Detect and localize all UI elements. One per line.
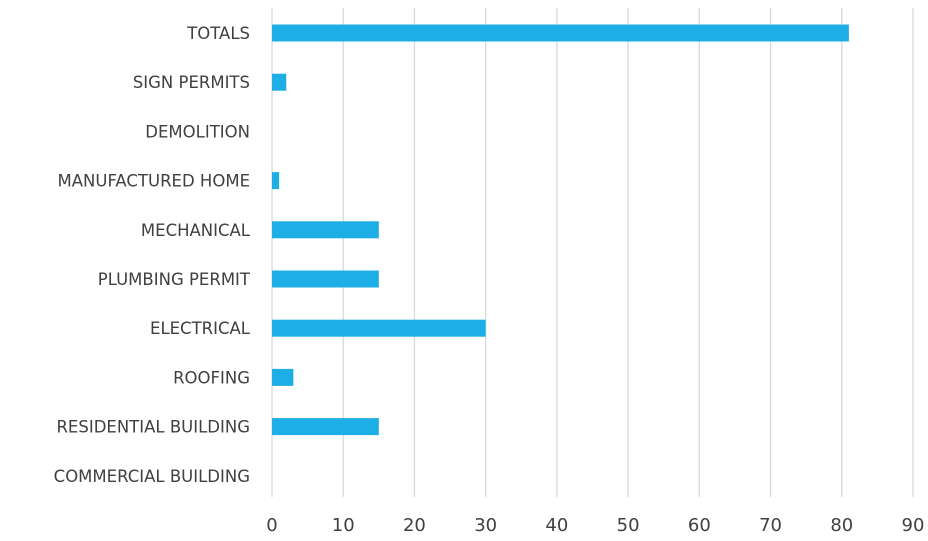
x-tick-label: 0 <box>266 515 277 536</box>
x-tick-label: 30 <box>474 515 497 536</box>
bar <box>272 319 486 337</box>
gridlines <box>271 8 914 497</box>
bars <box>272 24 849 436</box>
x-tick-label: 40 <box>545 515 568 536</box>
bar <box>272 24 849 42</box>
category-label: RESIDENTIAL BUILDING <box>56 418 250 437</box>
x-tick-label: 10 <box>332 515 355 536</box>
bar <box>272 418 379 436</box>
category-label: MECHANICAL <box>141 221 251 240</box>
x-tick-label: 60 <box>688 515 711 536</box>
x-tick-label: 80 <box>830 515 853 536</box>
category-label: DEMOLITION <box>145 122 250 141</box>
category-label: COMMERCIAL BUILDING <box>54 467 250 486</box>
bar <box>272 368 294 386</box>
category-label: TOTALS <box>186 24 250 43</box>
x-axis-ticks: 0 10 20 30 40 50 60 70 80 90 <box>266 515 924 536</box>
x-tick-label: 70 <box>759 515 782 536</box>
category-label: MANUFACTURED HOME <box>58 172 251 191</box>
bar <box>272 172 280 190</box>
category-label: PLUMBING PERMIT <box>98 270 251 289</box>
x-tick-label: 90 <box>902 515 925 536</box>
bar <box>272 221 379 239</box>
x-tick-label: 20 <box>403 515 426 536</box>
bar <box>272 73 287 91</box>
category-label: ROOFING <box>173 368 250 387</box>
category-label: ELECTRICAL <box>150 319 251 338</box>
category-label: SIGN PERMITS <box>133 73 250 92</box>
x-tick-label: 50 <box>617 515 640 536</box>
category-labels: TOTALS SIGN PERMITS DEMOLITION MANUFACTURED… <box>54 24 251 486</box>
bar <box>272 270 379 288</box>
